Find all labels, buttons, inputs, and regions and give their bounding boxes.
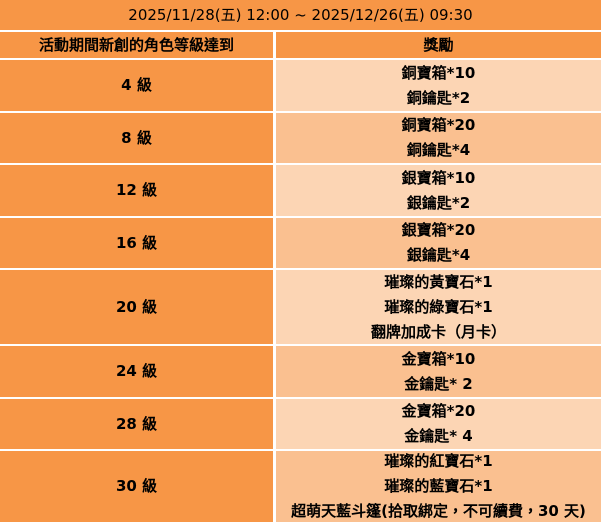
reward-cell: 銀寶箱*10 銀鑰匙*2 — [276, 165, 601, 216]
reward-line: 金鑰匙* 2 — [404, 374, 473, 393]
reward-line: 金鑰匙* 4 — [404, 427, 473, 445]
reward-line: 璀璨的綠寶石*1 — [384, 297, 493, 316]
reward-line: 金寶箱*20 — [401, 402, 476, 420]
reward-line: 璀璨的黃寶石*1 — [384, 272, 493, 291]
level-cell: 12 級 — [0, 165, 273, 216]
reward-line: 超萌天藍斗篷(拾取綁定，不可續費，30 天) — [291, 502, 586, 520]
column-header-reward: 獎勵 — [276, 32, 601, 58]
reward-cell: 銅寶箱*20 銅鑰匙*4 — [276, 113, 601, 163]
level-cell: 4 級 — [0, 60, 273, 111]
reward-line: 璀璨的藍寶石*1 — [384, 477, 493, 495]
reward-cell: 璀璨的黃寶石*1 璀璨的綠寶石*1 翻牌加成卡（月卡） — [276, 270, 601, 344]
reward-line: 銀寶箱*10 — [401, 168, 476, 187]
level-cell: 30 級 — [0, 451, 273, 522]
reward-cell: 金寶箱*10 金鑰匙* 2 — [276, 346, 601, 397]
level-cell: 20 級 — [0, 270, 273, 344]
reward-line: 銅鑰匙*2 — [406, 88, 471, 107]
reward-cell: 璀璨的紅寶石*1 璀璨的藍寶石*1 超萌天藍斗篷(拾取綁定，不可續費，30 天) — [276, 451, 601, 522]
level-cell: 28 級 — [0, 399, 273, 449]
reward-line: 璀璨的紅寶石*1 — [384, 452, 493, 470]
level-cell: 8 級 — [0, 113, 273, 163]
reward-line: 銅寶箱*20 — [401, 116, 476, 134]
reward-cell: 銅寶箱*10 銅鑰匙*2 — [276, 60, 601, 111]
reward-cell: 金寶箱*20 金鑰匙* 4 — [276, 399, 601, 449]
reward-line: 銅寶箱*10 — [401, 63, 476, 82]
reward-line: 銀鑰匙*4 — [406, 246, 471, 264]
reward-cell: 銀寶箱*20 銀鑰匙*4 — [276, 218, 601, 268]
reward-line: 銅鑰匙*4 — [406, 141, 471, 159]
reward-line: 翻牌加成卡（月卡） — [370, 322, 506, 341]
column-header-level: 活動期間新創的角色等級達到 — [0, 32, 273, 58]
level-cell: 24 級 — [0, 346, 273, 397]
reward-line: 銀寶箱*20 — [401, 221, 476, 239]
event-date-range: 2025/11/28(五) 12:00 ~ 2025/12/26(五) 09:3… — [0, 0, 601, 30]
reward-line: 金寶箱*10 — [401, 349, 476, 368]
reward-line: 銀鑰匙*2 — [406, 193, 471, 212]
level-cell: 16 級 — [0, 218, 273, 268]
